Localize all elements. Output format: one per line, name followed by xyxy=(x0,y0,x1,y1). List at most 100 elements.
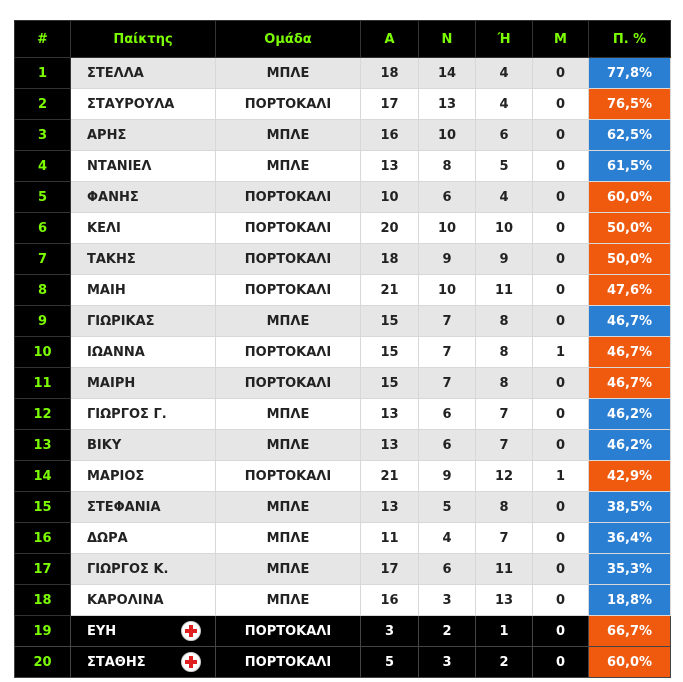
win-pct: 47,6% xyxy=(588,274,671,306)
team-cell: ΠΟΡΤΟΚΑΛΙ xyxy=(215,336,361,368)
wins-cell: 4 xyxy=(418,522,476,554)
player-name: ΜΑΙΡΗ xyxy=(70,367,216,399)
draws-cell: 0 xyxy=(532,553,589,585)
standings: # Παίκτης Ομάδα Α Ν Ή Μ Π. % 1 ΣΤΕΛΛΑ ΜΠΛΕ 18 14 4 0 7… xyxy=(14,20,671,678)
player-row: 18 ΚΑΡΟΛΙΝΑ ΜΠΛΕ 16 3 13 0 18,8% xyxy=(14,584,671,616)
rank-cell: 16 xyxy=(14,522,71,554)
wins-cell: 2 xyxy=(418,615,476,647)
team-cell: ΜΠΛΕ xyxy=(215,491,361,523)
losses-cell: 12 xyxy=(475,460,533,492)
win-pct: 76,5% xyxy=(588,88,671,120)
column-header: Ή xyxy=(475,20,533,58)
games-cell: 13 xyxy=(360,398,419,430)
header-row: # Παίκτης Ομάδα Α Ν Ή Μ Π. % xyxy=(14,20,671,58)
games-cell: 16 xyxy=(360,584,419,616)
team-cell: ΜΠΛΕ xyxy=(215,584,361,616)
wins-cell: 10 xyxy=(418,119,476,151)
draws-cell: 0 xyxy=(532,57,589,89)
player-name: ΚΕΛΙ xyxy=(70,212,216,244)
draws-cell: 0 xyxy=(532,119,589,151)
team-cell: ΠΟΡΤΟΚΑΛΙ xyxy=(215,460,361,492)
losses-cell: 5 xyxy=(475,150,533,182)
win-pct: 46,7% xyxy=(588,305,671,337)
games-cell: 17 xyxy=(360,553,419,585)
wins-cell: 7 xyxy=(418,336,476,368)
player-name: ΓΙΩΡΓΟΣ Κ. xyxy=(70,553,216,585)
player-row: 19 ΕΥΗ ΠΟΡΤΟΚΑΛΙ 3 2 1 0 66,7% xyxy=(14,615,671,647)
rank-cell: 5 xyxy=(14,181,71,213)
win-pct: 36,4% xyxy=(588,522,671,554)
draws-cell: 1 xyxy=(532,460,589,492)
player-row: 12 ΓΙΩΡΓΟΣ Γ. ΜΠΛΕ 13 6 7 0 46,2% xyxy=(14,398,671,430)
team-cell: ΠΟΡΤΟΚΑΛΙ xyxy=(215,367,361,399)
draws-cell: 0 xyxy=(532,181,589,213)
win-pct: 77,8% xyxy=(588,57,671,89)
player-name: ΜΑΡΙΟΣ xyxy=(70,460,216,492)
player-name: ΦΑΝΗΣ xyxy=(70,181,216,213)
player-row: 9 ΓΙΩΡΙΚΑΣ ΜΠΛΕ 15 7 8 0 46,7% xyxy=(14,305,671,337)
player-name: ΓΙΩΡΓΟΣ Γ. xyxy=(70,398,216,430)
wins-cell: 5 xyxy=(418,491,476,523)
rank-cell: 10 xyxy=(14,336,71,368)
win-pct: 46,7% xyxy=(588,336,671,368)
player-row: 4 ΝΤΑΝΙΕΛ ΜΠΛΕ 13 8 5 0 61,5% xyxy=(14,150,671,182)
win-pct: 42,9% xyxy=(588,460,671,492)
column-header: Ομάδα xyxy=(215,20,361,58)
rank-cell: 18 xyxy=(14,584,71,616)
losses-cell: 8 xyxy=(475,305,533,337)
table-body: 1 ΣΤΕΛΛΑ ΜΠΛΕ 18 14 4 0 77,8% 2 ΣΤΑΥΡΟΥΛΑ ΠΟΡΤΟΚΑΛ… xyxy=(14,57,671,678)
player-row: 2 ΣΤΑΥΡΟΥΛΑ ΠΟΡΤΟΚΑΛΙ 17 13 4 0 76,5% xyxy=(14,88,671,120)
player-name: ΤΑΚΗΣ xyxy=(70,243,216,275)
wins-cell: 10 xyxy=(418,274,476,306)
draws-cell: 0 xyxy=(532,522,589,554)
games-cell: 18 xyxy=(360,243,419,275)
losses-cell: 4 xyxy=(475,181,533,213)
draws-cell: 0 xyxy=(532,491,589,523)
losses-cell: 4 xyxy=(475,88,533,120)
losses-cell: 7 xyxy=(475,398,533,430)
games-cell: 5 xyxy=(360,646,419,678)
rank-cell: 15 xyxy=(14,491,71,523)
draws-cell: 0 xyxy=(532,88,589,120)
draws-cell: 0 xyxy=(532,243,589,275)
rank-cell: 19 xyxy=(14,615,71,647)
rank-cell: 2 xyxy=(14,88,71,120)
losses-cell: 8 xyxy=(475,336,533,368)
column-header: Π. % xyxy=(588,20,671,58)
win-pct: 18,8% xyxy=(588,584,671,616)
team-cell: ΠΟΡΤΟΚΑΛΙ xyxy=(215,646,361,678)
team-cell: ΜΠΛΕ xyxy=(215,305,361,337)
player-row: 14 ΜΑΡΙΟΣ ΠΟΡΤΟΚΑΛΙ 21 9 12 1 42,9% xyxy=(14,460,671,492)
wins-cell: 6 xyxy=(418,398,476,430)
games-cell: 15 xyxy=(360,305,419,337)
games-cell: 13 xyxy=(360,429,419,461)
column-header: Μ xyxy=(532,20,589,58)
rank-cell: 20 xyxy=(14,646,71,678)
player-name: ΔΩΡΑ xyxy=(70,522,216,554)
draws-cell: 0 xyxy=(532,367,589,399)
losses-cell: 11 xyxy=(475,553,533,585)
win-pct: 60,0% xyxy=(588,181,671,213)
player-row: 6 ΚΕΛΙ ΠΟΡΤΟΚΑΛΙ 20 10 10 0 50,0% xyxy=(14,212,671,244)
player-name: ΕΥΗ xyxy=(70,615,216,647)
games-cell: 21 xyxy=(360,460,419,492)
win-pct: 50,0% xyxy=(588,243,671,275)
losses-cell: 9 xyxy=(475,243,533,275)
win-pct: 46,2% xyxy=(588,429,671,461)
team-cell: ΠΟΡΤΟΚΑΛΙ xyxy=(215,243,361,275)
win-pct: 60,0% xyxy=(588,646,671,678)
wins-cell: 3 xyxy=(418,646,476,678)
games-cell: 11 xyxy=(360,522,419,554)
games-cell: 3 xyxy=(360,615,419,647)
player-row: 1 ΣΤΕΛΛΑ ΜΠΛΕ 18 14 4 0 77,8% xyxy=(14,57,671,89)
win-pct: 46,2% xyxy=(588,398,671,430)
wins-cell: 8 xyxy=(418,150,476,182)
player-row: 17 ΓΙΩΡΓΟΣ Κ. ΜΠΛΕ 17 6 11 0 35,3% xyxy=(14,553,671,585)
rank-cell: 7 xyxy=(14,243,71,275)
rank-cell: 11 xyxy=(14,367,71,399)
games-cell: 17 xyxy=(360,88,419,120)
losses-cell: 1 xyxy=(475,615,533,647)
losses-cell: 11 xyxy=(475,274,533,306)
games-cell: 15 xyxy=(360,367,419,399)
column-header: Ν xyxy=(418,20,476,58)
